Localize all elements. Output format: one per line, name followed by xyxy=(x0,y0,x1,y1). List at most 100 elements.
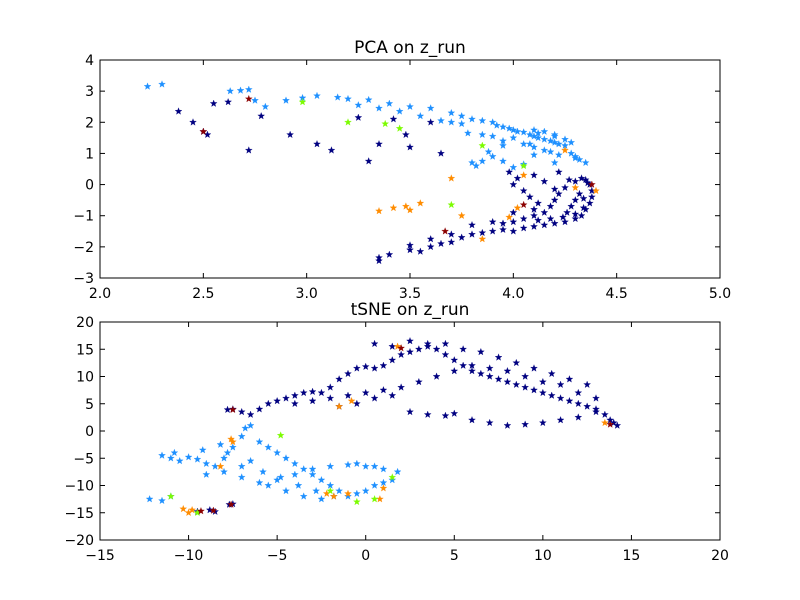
tsne-point-s0-64 xyxy=(592,394,600,402)
tsne-point-s0-23 xyxy=(423,342,432,350)
pca-point-s1-38 xyxy=(571,214,580,223)
pca-point-s4-4 xyxy=(588,180,596,188)
tsne-ytick-label-7: 15 xyxy=(76,342,94,358)
tsne-xtick-label-0: −15 xyxy=(85,548,115,564)
pca-point-s0-13 xyxy=(385,99,394,107)
tsne-point-s1-45 xyxy=(264,481,273,489)
tsne-point-s1-54 xyxy=(246,456,255,465)
pca-point-s1-50 xyxy=(550,196,559,204)
pca-point-s0-19 xyxy=(478,116,487,124)
pca-point-s1-1 xyxy=(189,118,197,126)
pca-point-s0-66 xyxy=(437,116,445,124)
pca-point-s0-35 xyxy=(567,149,576,157)
pca-point-s0-16 xyxy=(447,108,456,117)
tsne-point-s0-82 xyxy=(459,345,467,353)
tsne-point-s2-5 xyxy=(229,437,237,446)
pca-point-s1-12 xyxy=(364,157,373,165)
tsne-point-s4-4 xyxy=(397,344,405,352)
pca-point-s2-1 xyxy=(389,203,398,212)
pca-xtick-label-5: 4.5 xyxy=(606,286,628,302)
tsne-point-s2-0 xyxy=(179,504,188,513)
tsne-point-s1-31 xyxy=(393,467,402,476)
tsne-point-s0-43 xyxy=(601,410,609,418)
tsne-point-s0-72 xyxy=(521,420,529,428)
pca-point-s1-82 xyxy=(571,210,580,218)
pca-point-s0-51 xyxy=(534,129,542,137)
tsne-point-s0-8 xyxy=(291,391,299,399)
tsne-point-s0-77 xyxy=(370,339,379,348)
tsne-point-s0-30 xyxy=(485,372,494,380)
pca-ytick-label-3: 0 xyxy=(85,178,94,194)
pca-point-s1-64 xyxy=(519,186,528,195)
tsne-point-s1-41 xyxy=(255,478,264,487)
pca-point-s2-4 xyxy=(416,199,425,207)
pca-point-s0-4 xyxy=(244,85,253,93)
tsne-point-s0-56 xyxy=(450,367,459,375)
pca-point-s1-71 xyxy=(579,194,588,202)
pca-point-s1-21 xyxy=(385,250,394,258)
pca-point-s0-27 xyxy=(526,130,534,139)
tsne-xtick-label-7: 20 xyxy=(711,548,729,564)
tsne-point-s1-57 xyxy=(216,440,225,448)
tsne-point-s2-11 xyxy=(335,402,343,410)
tsne-point-s0-5 xyxy=(264,399,273,408)
pca-ytick-label-5: 2 xyxy=(85,115,94,131)
pca-point-s2-3 xyxy=(406,206,414,214)
pca-point-s0-6 xyxy=(261,102,270,110)
tsne-point-s1-56 xyxy=(223,448,232,457)
tsne-point-s0-74 xyxy=(556,416,565,424)
tsne-point-s1-43 xyxy=(220,467,228,476)
pca-point-s0-17 xyxy=(457,112,466,120)
tsne-point-s0-27 xyxy=(459,361,467,369)
tsne-point-s0-86 xyxy=(530,364,538,372)
pca-point-s0-63 xyxy=(554,150,563,159)
tsne-point-s1-46 xyxy=(282,486,290,495)
pca-point-s1-57 xyxy=(571,196,580,204)
tsne-point-s0-57 xyxy=(468,361,476,369)
tsne-point-s1-19 xyxy=(291,459,299,467)
pca-point-s1-15 xyxy=(402,130,410,139)
pca-point-s1-63 xyxy=(526,192,534,201)
tsne-point-s0-21 xyxy=(406,347,414,356)
pca-xtick-label-4: 4.0 xyxy=(502,286,524,302)
pca-point-s1-79 xyxy=(447,230,456,238)
tsne-ytick-label-1: −15 xyxy=(64,506,94,522)
tsne-point-s1-59 xyxy=(170,448,179,457)
tsne-point-s0-48 xyxy=(308,396,317,405)
tsne-point-s0-55 xyxy=(432,372,441,380)
tsne-point-s2-12 xyxy=(347,396,356,405)
tsne-point-s0-40 xyxy=(574,399,583,408)
pca-point-s1-72 xyxy=(583,178,592,187)
pca-point-s0-7 xyxy=(282,96,290,104)
pca-point-s1-61 xyxy=(559,213,567,221)
tsne-point-s0-61 xyxy=(539,377,547,386)
pca-point-s1-10 xyxy=(327,146,336,154)
pca-point-s1-85 xyxy=(546,214,555,223)
pca-point-s0-2 xyxy=(226,87,235,95)
tsne-ytick-label-3: −5 xyxy=(73,451,94,467)
tsne-point-s0-89 xyxy=(583,380,591,388)
pca-point-s1-4 xyxy=(209,99,218,107)
tsne-ytick-label-2: −10 xyxy=(64,479,94,495)
tsne-point-s1-48 xyxy=(317,495,326,503)
tsne-point-s0-81 xyxy=(441,339,450,348)
tsne-point-s0-51 xyxy=(361,388,370,397)
tsne-point-s0-80 xyxy=(423,339,432,348)
tsne-point-s0-33 xyxy=(512,380,521,388)
tsne-point-s0-79 xyxy=(406,337,414,345)
tsne-xtick-label-3: 0 xyxy=(361,548,370,564)
pca-point-s1-39 xyxy=(577,211,586,219)
tsne-ytick-label-6: 10 xyxy=(76,370,94,386)
tsne-point-s1-44 xyxy=(202,470,211,478)
pca-point-s0-64 xyxy=(571,152,580,160)
pca-point-s1-27 xyxy=(457,233,466,241)
pca-ytick-label-7: 4 xyxy=(85,53,94,69)
tsne-point-s1-0 xyxy=(145,495,154,503)
pca-point-s2-13 xyxy=(592,186,600,195)
tsne-point-s0-20 xyxy=(397,350,405,358)
tsne-point-s0-10 xyxy=(308,387,317,396)
tsne-point-s0-83 xyxy=(477,347,485,356)
pca-point-s1-20 xyxy=(375,256,383,265)
